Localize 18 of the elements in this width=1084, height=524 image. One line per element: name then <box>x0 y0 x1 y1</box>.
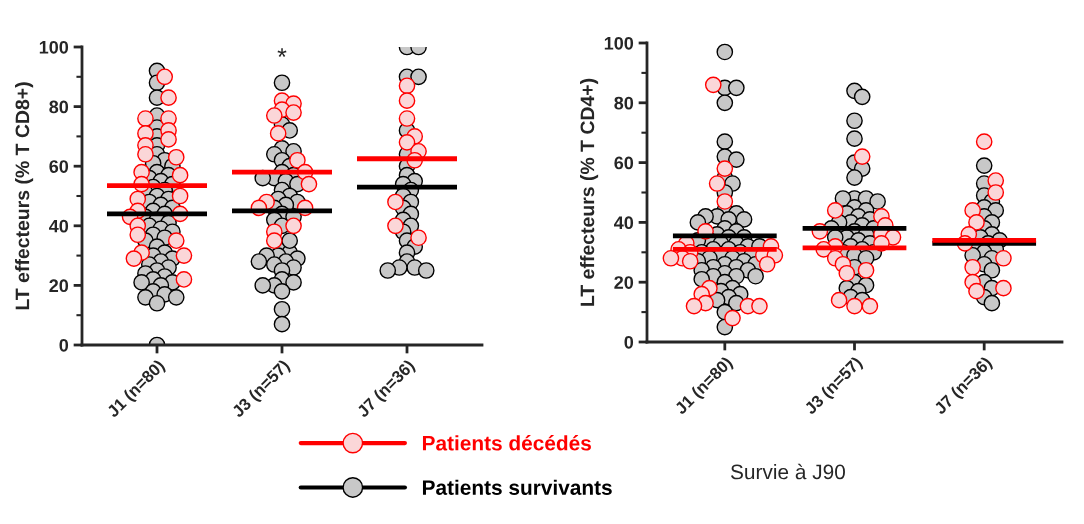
y-tick-label: 60 <box>614 156 634 170</box>
y-tick-label: 100 <box>604 36 634 50</box>
y-tick-label: 100 <box>39 40 69 54</box>
text: Patients survivants <box>422 479 612 495</box>
legend-title: Survie à J90 <box>730 463 845 480</box>
y-tick-label: 40 <box>49 219 69 233</box>
y-tick-label: 60 <box>49 160 69 173</box>
y-tick-label: 40 <box>614 216 634 230</box>
annotation: * <box>277 48 287 57</box>
y-tick-label: 20 <box>49 279 69 293</box>
y-axis-title: LT effecteurs (% T CD4+) <box>580 78 599 306</box>
y-tick-label: 0 <box>624 335 634 349</box>
text: Patients décédés <box>422 435 591 451</box>
y-tick-label: 20 <box>614 276 634 289</box>
y-tick-label: 0 <box>59 338 69 352</box>
y-tick-label: 80 <box>614 96 634 110</box>
y-axis-title: LT effecteurs (% T CD8+) <box>15 82 34 310</box>
y-tick-label: 80 <box>49 100 69 114</box>
